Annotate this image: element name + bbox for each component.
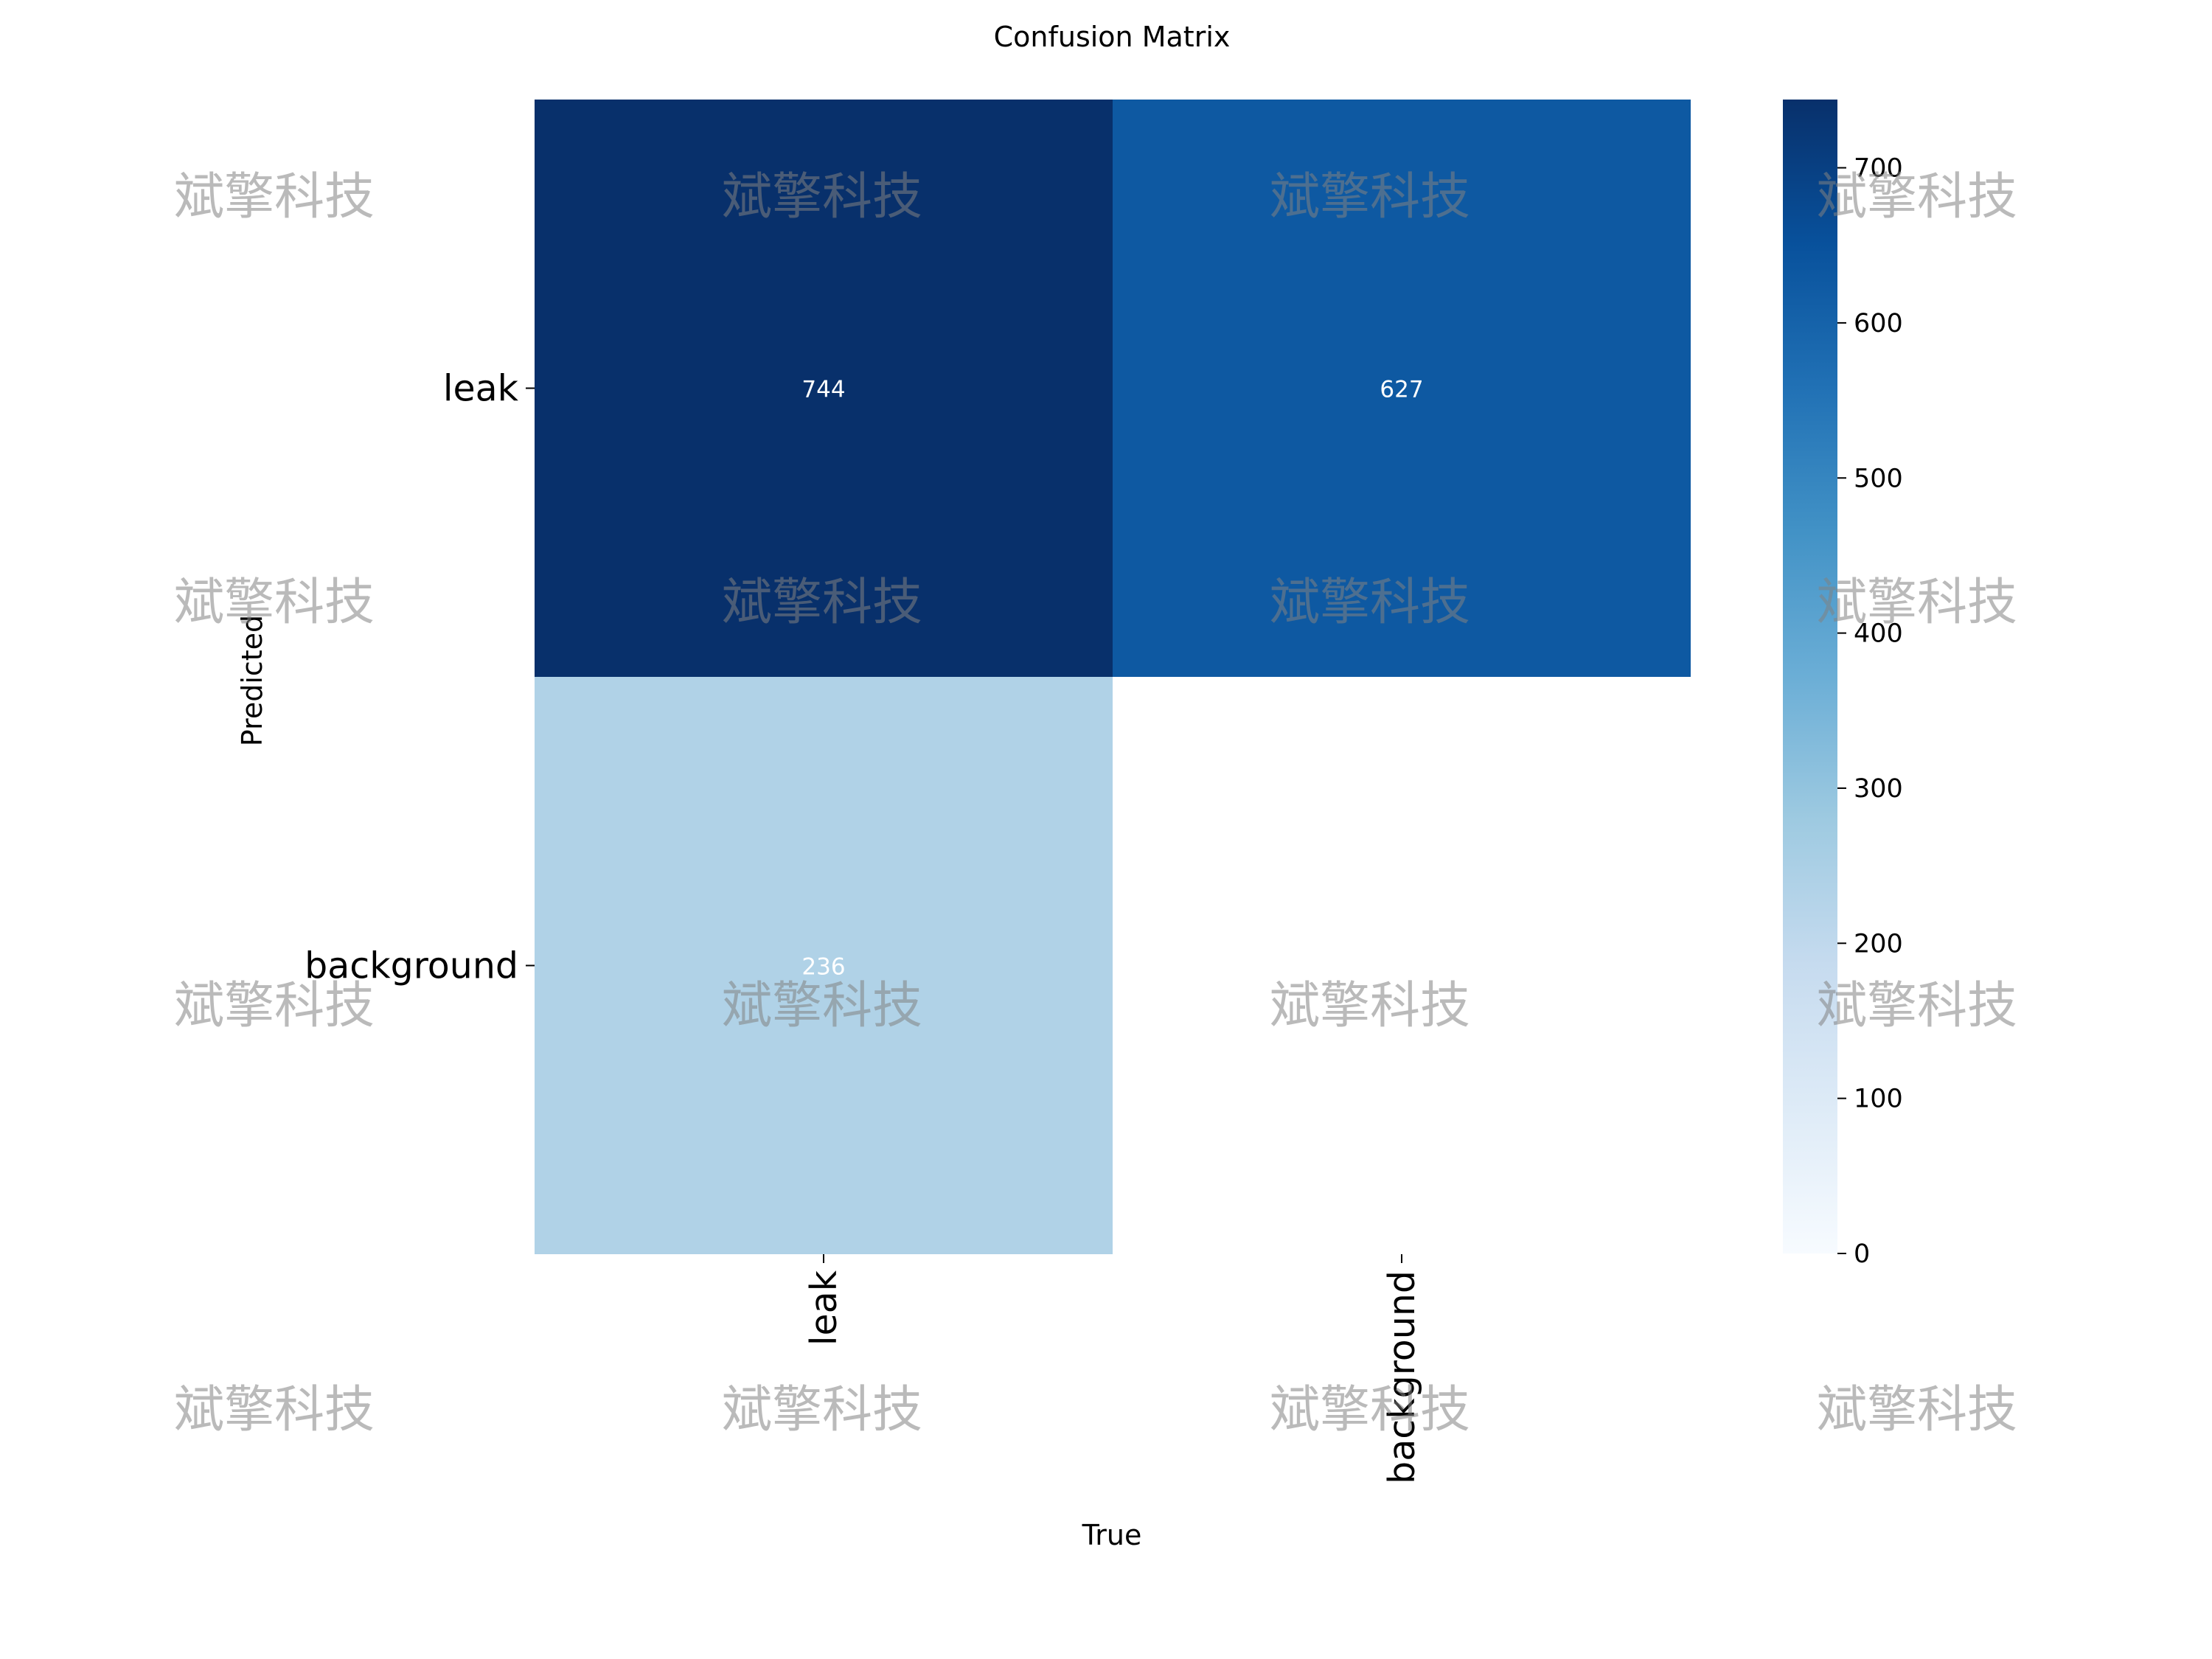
y-axis-label: Predicted: [236, 615, 268, 746]
watermark-text: 斌擎科技: [1817, 1381, 2017, 1439]
heatmap-cell: [535, 677, 1113, 1254]
watermark-text: 斌擎科技: [1270, 168, 1470, 226]
y-tick-label: leak: [443, 368, 519, 410]
colorbar-tick-label: 300: [1854, 774, 1903, 804]
x-tick-label: leak: [803, 1270, 845, 1346]
watermark-text: 斌擎科技: [174, 1381, 375, 1439]
x-axis-label: True: [1082, 1519, 1142, 1551]
colorbar-tick-label: 400: [1854, 619, 1903, 649]
watermark-text: 斌擎科技: [1270, 574, 1470, 632]
colorbar-tick-label: 500: [1854, 464, 1903, 493]
colorbar-tick-label: 700: [1854, 154, 1903, 184]
heatmap-cells: [535, 100, 1691, 1254]
colorbar-tick-label: 0: [1854, 1239, 1870, 1269]
watermark-text: 斌擎科技: [722, 168, 922, 226]
watermark-text: 斌擎科技: [722, 977, 922, 1035]
watermark-text: 斌擎科技: [1817, 168, 2017, 226]
cell-value-label: 744: [801, 377, 845, 403]
watermark-text: 斌擎科技: [1817, 977, 2017, 1035]
x-axis-ticks: leak background: [803, 1254, 1423, 1484]
watermark-text: 斌擎科技: [1817, 574, 2017, 632]
cell-value-labels: 744 627 236: [801, 377, 1423, 981]
watermark-text: 斌擎科技: [722, 1381, 922, 1439]
y-axis-ticks: leak background: [305, 368, 535, 987]
colorbar: [1783, 100, 1837, 1253]
watermark-text: 斌擎科技: [174, 574, 375, 632]
heatmap-cell: [1113, 100, 1691, 677]
colorbar-tick-label: 200: [1854, 929, 1903, 959]
cell-value-label: 627: [1380, 377, 1423, 403]
y-tick-label: background: [305, 945, 518, 987]
watermark-text: 斌擎科技: [174, 168, 375, 226]
colorbar-tick-label: 600: [1854, 309, 1903, 338]
heatmap-cell: [535, 100, 1113, 677]
cell-value-label: 236: [801, 954, 845, 981]
watermark-text: 斌擎科技: [174, 977, 375, 1035]
colorbar-ticks: 0 100 200 300 400 500 600 700: [1837, 154, 1903, 1269]
watermark-text: 斌擎科技: [1270, 977, 1470, 1035]
colorbar-tick-label: 100: [1854, 1085, 1903, 1114]
x-tick-label: background: [1381, 1270, 1423, 1484]
chart-title: Confusion Matrix: [994, 21, 1231, 53]
watermark-text: 斌擎科技: [722, 574, 922, 632]
watermark-text: 斌擎科技: [1270, 1381, 1470, 1439]
